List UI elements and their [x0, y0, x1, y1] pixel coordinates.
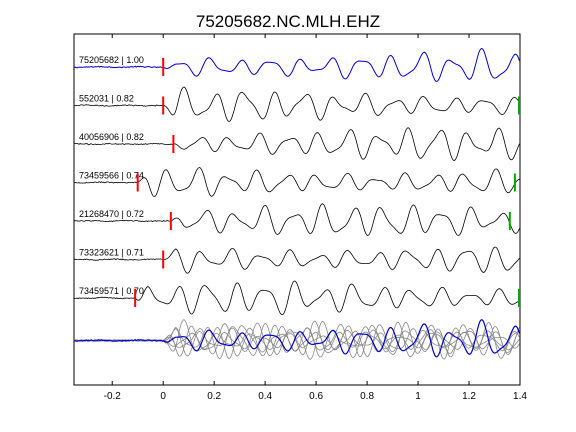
x-tick-label: -0.2 [104, 391, 122, 402]
x-tick-label: 1.2 [462, 391, 476, 402]
trace-label: 552031 | 0.82 [79, 94, 134, 104]
stack-reference-trace [73, 319, 521, 358]
stack-trace [73, 325, 520, 357]
trace-label: 73459566 | 0.74 [79, 171, 144, 181]
trace-row: 73323621 | 0.71 [73, 246, 520, 274]
trace-label: 73323621 | 0.71 [79, 248, 144, 258]
axes-box [73, 33, 521, 386]
trace-label: 75205682 | 1.00 [79, 55, 144, 65]
trace-line [73, 167, 520, 197]
trace-line [73, 246, 520, 274]
traces-layer: 75205682 | 1.00 552031 | 0.82 40056906 | 0… [73, 47, 520, 316]
trace-row: 73459566 | 0.74 [73, 167, 520, 197]
x-tick-label: 0.4 [258, 391, 272, 402]
trace-row: 75205682 | 1.00 [73, 47, 520, 83]
trace-label: 73459571 | 0.70 [79, 286, 144, 296]
stack-layer [73, 319, 521, 360]
x-tick-label: 1.4 [513, 391, 527, 402]
trace-row: 21268470 | 0.72 [73, 203, 520, 236]
trace-row: 552031 | 0.82 [73, 86, 520, 122]
x-tick-label: 1 [415, 391, 421, 402]
reference-trace [73, 47, 520, 83]
x-tick-label: 0.2 [207, 391, 221, 402]
x-tick-label: 0.8 [360, 391, 374, 402]
trace-row: 73459571 | 0.70 [73, 280, 520, 316]
stack-trace [73, 319, 520, 359]
trace-line [73, 280, 520, 316]
x-axis: -0.2 0 0.2 0.4 0.6 0.8 1 1.2 1.4 [104, 34, 527, 402]
trace-row: 40056906 | 0.82 [73, 127, 520, 161]
chart-title: 75205682.NC.MLH.EHZ [196, 12, 380, 31]
trace-label: 40056906 | 0.82 [79, 132, 144, 142]
trace-label: 21268470 | 0.72 [79, 209, 144, 219]
trace-line [73, 203, 520, 236]
x-tick-label: 0 [160, 391, 166, 402]
trace-line [73, 86, 520, 122]
x-tick-label: 0.6 [309, 391, 323, 402]
trace-line [73, 127, 520, 161]
